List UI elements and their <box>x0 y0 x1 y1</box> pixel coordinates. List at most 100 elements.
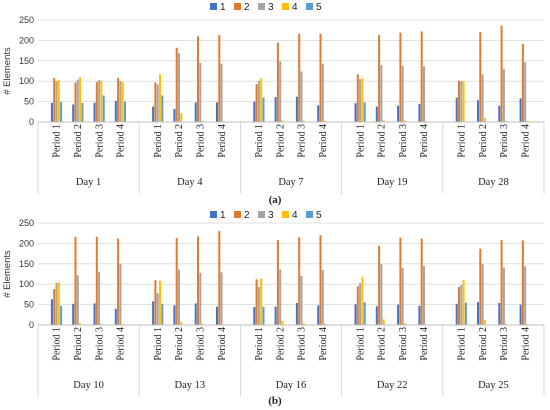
bar <box>201 120 204 122</box>
bar <box>404 120 406 122</box>
bar <box>74 236 77 325</box>
period-label: Period 4 <box>318 327 329 361</box>
legend-swatch <box>258 211 265 218</box>
bar <box>79 323 82 325</box>
bar <box>321 269 324 325</box>
bar <box>505 323 508 325</box>
bar <box>100 323 103 325</box>
bar <box>302 120 305 122</box>
bar <box>321 63 324 122</box>
bar <box>175 47 178 122</box>
period-label: Period 3 <box>94 124 105 158</box>
bar <box>483 320 486 325</box>
bar <box>354 304 357 325</box>
bar <box>100 80 103 122</box>
bar <box>500 25 503 123</box>
bar <box>479 248 482 325</box>
y-tick-label: 150 <box>19 56 34 66</box>
bar <box>194 303 197 325</box>
bar <box>175 238 178 325</box>
bar <box>500 240 503 325</box>
bar <box>319 235 322 325</box>
period-label: Period 2 <box>478 327 489 361</box>
bar <box>519 304 522 325</box>
period-label: Period 1 <box>153 124 164 158</box>
bar <box>361 78 364 122</box>
period-label: Period 1 <box>355 124 366 158</box>
bar <box>276 240 279 325</box>
period-label: Period 3 <box>499 327 510 361</box>
bar <box>50 299 53 325</box>
bar <box>50 102 53 122</box>
legend-label: 5 <box>316 210 322 221</box>
bar <box>505 120 508 122</box>
period-label: Period 1 <box>52 124 63 158</box>
bar <box>354 103 357 122</box>
bar <box>119 81 122 122</box>
bar <box>72 104 75 122</box>
bar <box>159 280 161 325</box>
bar <box>455 303 458 325</box>
y-tick-label: 0 <box>29 117 34 127</box>
period-label: Period 4 <box>419 327 430 361</box>
bar <box>199 272 202 325</box>
bar <box>98 79 101 122</box>
period-label: Period 3 <box>195 124 206 158</box>
bar <box>458 80 460 122</box>
bar <box>526 120 529 122</box>
bar <box>60 102 63 122</box>
period-label: Period 4 <box>520 327 531 361</box>
period-label: Period 1 <box>355 327 366 361</box>
y-tick-label: 200 <box>19 238 34 248</box>
legend-label: 3 <box>268 210 274 221</box>
bar <box>178 269 180 325</box>
bar <box>423 66 425 122</box>
bar <box>300 276 303 325</box>
bar <box>194 102 197 122</box>
y-tick-label: 150 <box>19 259 34 269</box>
period-label: Period 3 <box>398 327 409 361</box>
bar <box>154 82 157 122</box>
bar <box>420 238 423 325</box>
bar <box>173 305 176 325</box>
legend-swatch <box>210 3 217 10</box>
period-label: Period 2 <box>73 124 84 158</box>
period-label: Period 2 <box>174 327 185 361</box>
bar <box>375 306 378 325</box>
bar <box>356 74 359 122</box>
bar <box>154 280 157 325</box>
bar <box>397 304 400 325</box>
group-label: Day 13 <box>174 380 205 391</box>
bar <box>281 320 284 325</box>
bar <box>502 68 505 122</box>
bar <box>477 100 479 122</box>
legend-swatch <box>306 211 313 218</box>
bar <box>302 323 305 325</box>
bar <box>220 63 223 122</box>
period-label: Period 4 <box>116 124 127 158</box>
bar <box>481 74 484 122</box>
chart-a: 0 50 100 150 200 250 # Elements 1 2 3 4 5 Period 1 Pe… <box>2 2 545 206</box>
bar <box>201 323 204 325</box>
bar <box>74 82 77 122</box>
bar <box>253 307 256 325</box>
bar <box>382 120 385 122</box>
legend-swatch <box>234 211 241 218</box>
legend-swatch <box>282 211 289 218</box>
bar <box>72 303 75 325</box>
period-label: Period 3 <box>297 124 308 158</box>
bar <box>55 81 58 122</box>
bar <box>460 285 463 325</box>
y-tick-label: 100 <box>19 279 34 289</box>
y-tick-label: 50 <box>24 97 34 107</box>
y-tick-label: 200 <box>19 35 34 45</box>
bar <box>324 323 327 325</box>
y-tick-label: 250 <box>19 15 34 25</box>
y-tick-label: 50 <box>24 300 34 310</box>
chart-caption: (a) <box>269 194 282 206</box>
legend-label: 4 <box>292 210 298 221</box>
y-tick-label: 100 <box>19 76 34 86</box>
bar <box>462 81 465 122</box>
bar <box>117 238 120 325</box>
bar <box>262 97 265 122</box>
